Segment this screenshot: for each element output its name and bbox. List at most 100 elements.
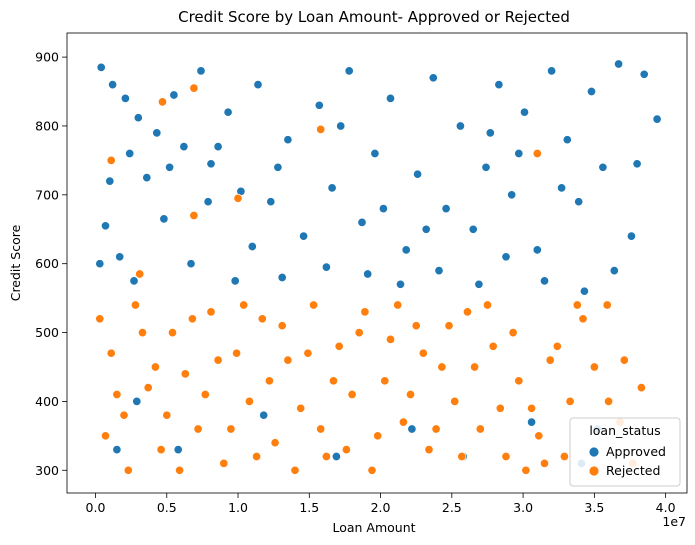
point-rejected <box>321 451 331 462</box>
point-rejected <box>462 307 473 317</box>
point-rejected <box>619 355 629 365</box>
legend-label-approved: Approved <box>606 444 666 459</box>
point-approved <box>539 276 550 286</box>
point-approved <box>455 121 465 131</box>
y-tick-label: 300 <box>35 463 59 478</box>
point-approved <box>401 245 411 255</box>
point-rejected <box>283 355 293 365</box>
x-tick-label: 3.5 <box>584 500 604 515</box>
point-rejected <box>189 83 199 93</box>
point-approved <box>259 410 269 420</box>
legend-marker-rejected <box>588 465 600 477</box>
point-approved <box>173 445 183 455</box>
point-rejected <box>137 328 148 338</box>
point-approved <box>203 197 213 207</box>
point-approved <box>196 66 206 76</box>
point-approved <box>407 424 417 434</box>
point-rejected <box>552 341 562 351</box>
point-approved <box>485 128 495 138</box>
point-rejected <box>450 396 460 406</box>
x-tick-label: 2.0 <box>371 500 391 515</box>
point-rejected <box>424 445 434 455</box>
point-approved <box>639 69 649 79</box>
point-rejected <box>405 389 416 400</box>
point-approved <box>152 128 162 138</box>
point-approved <box>96 62 106 72</box>
y-axis-label: Credit Score <box>8 224 23 301</box>
point-rejected <box>508 328 518 338</box>
point-rejected <box>244 396 254 406</box>
point-rejected <box>213 355 223 365</box>
point-approved <box>314 100 324 110</box>
point-rejected <box>257 314 267 324</box>
point-rejected <box>475 424 485 434</box>
point-approved <box>378 204 388 214</box>
point-rejected <box>95 314 105 324</box>
x-tick-label: 0.5 <box>157 500 177 515</box>
point-rejected <box>602 300 612 310</box>
point-rejected <box>418 348 428 358</box>
point-approved <box>428 73 438 83</box>
legend-title: loan_status <box>589 423 660 438</box>
point-approved <box>283 135 293 145</box>
point-approved <box>468 224 478 234</box>
legend-label-rejected: Rejected <box>606 463 660 478</box>
point-rejected <box>119 410 129 420</box>
point-rejected <box>189 210 199 221</box>
point-rejected <box>545 355 555 365</box>
point-rejected <box>437 362 447 372</box>
y-tick-label: 400 <box>35 394 59 409</box>
point-approved <box>421 224 431 234</box>
point-approved <box>165 162 175 172</box>
point-approved <box>186 259 196 269</box>
point-rejected <box>534 431 544 441</box>
point-approved <box>120 93 130 103</box>
point-rejected <box>539 458 550 468</box>
point-approved <box>507 190 517 200</box>
x-tick-label: 1.0 <box>228 500 248 515</box>
point-rejected <box>354 328 364 338</box>
point-rejected <box>328 376 339 386</box>
point-approved <box>247 241 257 252</box>
point-approved <box>547 66 557 76</box>
point-approved <box>586 86 597 97</box>
y-tick-label: 900 <box>35 50 59 65</box>
point-rejected <box>277 321 287 331</box>
point-rejected <box>565 396 575 406</box>
point-rejected <box>334 341 344 351</box>
point-approved <box>129 276 139 286</box>
point-approved <box>614 59 624 69</box>
point-approved <box>519 107 530 117</box>
point-rejected <box>233 193 243 203</box>
point-rejected <box>501 451 511 462</box>
point-rejected <box>175 465 185 475</box>
x-tick-label: 3.0 <box>513 500 533 515</box>
point-approved <box>514 148 524 159</box>
point-rejected <box>270 438 280 448</box>
point-approved <box>557 183 567 193</box>
point-approved <box>125 148 135 159</box>
point-approved <box>441 204 451 214</box>
point-rejected <box>341 445 351 455</box>
plot-frame <box>66 32 688 494</box>
point-rejected <box>411 321 421 331</box>
point-approved <box>598 162 608 172</box>
point-approved <box>481 162 491 172</box>
point-approved <box>363 269 373 279</box>
point-approved <box>266 197 276 207</box>
point-approved <box>105 176 115 186</box>
x-tick-label: 0.0 <box>86 500 106 515</box>
point-rejected <box>532 148 542 159</box>
point-rejected <box>226 424 236 434</box>
point-rejected <box>130 300 140 310</box>
x-axis-offset-label: 1e7 <box>662 514 686 529</box>
point-rejected <box>488 341 498 351</box>
y-axis-ticks: 300 400 500 600 700 800 900 <box>35 50 67 478</box>
point-approved <box>223 107 233 117</box>
point-approved <box>501 252 511 262</box>
point-approved <box>609 266 619 276</box>
point-rejected <box>239 300 249 310</box>
point-approved <box>142 173 152 183</box>
y-tick-label: 500 <box>35 325 59 340</box>
